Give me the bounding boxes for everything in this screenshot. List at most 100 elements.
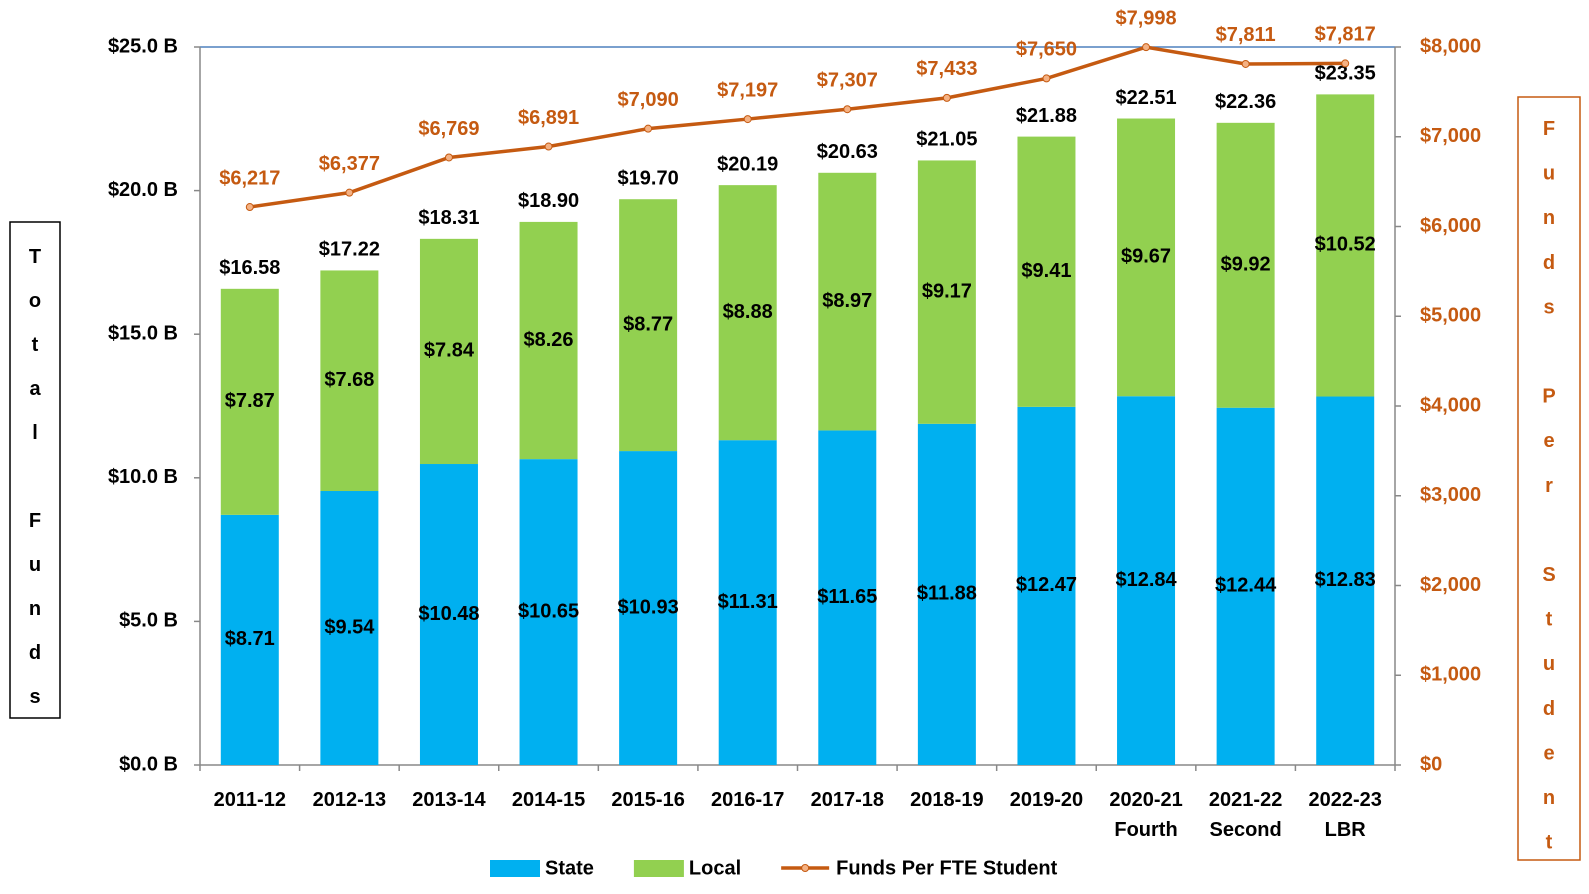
bar: [320, 270, 379, 492]
line-value-label: $7,650: [1016, 39, 1077, 61]
bar: [619, 451, 678, 765]
bar-value-label: $7.84: [424, 340, 475, 362]
bar: [1117, 118, 1176, 397]
bar: [718, 440, 777, 765]
bar-value-label: $12.83: [1315, 569, 1376, 591]
line-marker: [1341, 59, 1350, 68]
bar-value-label: $11.65: [817, 586, 877, 608]
y2-tick-label: $0: [1420, 753, 1442, 775]
line-marker: [245, 203, 254, 212]
line-value-label: $6,377: [319, 153, 380, 175]
total-label: $22.51: [1115, 87, 1176, 109]
line-marker: [743, 115, 752, 124]
total-label: $19.70: [618, 167, 679, 189]
y-tick-label: $10.0 B: [108, 466, 178, 488]
total-label: $17.22: [319, 239, 380, 261]
x-tick-label: 2021-22 Second: [1209, 789, 1282, 841]
line-marker: [1142, 43, 1151, 52]
legend-swatch: [490, 860, 540, 877]
bar: [1117, 396, 1176, 765]
bar-value-label: $8.97: [822, 290, 872, 312]
line-marker: [942, 93, 951, 102]
x-tick-label: 2013-14: [412, 789, 486, 811]
bar-value-label: $10.93: [618, 596, 679, 618]
line-value-label: $7,197: [717, 79, 778, 101]
y2-tick-label: $2,000: [1420, 574, 1481, 596]
bar: [220, 514, 279, 765]
line-value-label: $7,433: [916, 58, 977, 80]
total-label: $18.31: [418, 207, 479, 229]
y-tick-label: $25.0 B: [108, 35, 178, 57]
y2-tick-label: $6,000: [1420, 215, 1481, 237]
y-label-box: [9, 221, 61, 719]
bar: [320, 491, 379, 765]
bar-value-label: $8.88: [723, 301, 773, 323]
bar-value-label: $8.26: [524, 329, 574, 351]
y-tick-label: $20.0 B: [108, 179, 178, 201]
line-value-label: $7,811: [1216, 24, 1276, 46]
line-value-label: $6,769: [418, 118, 479, 140]
x-tick-label: 2016-17: [711, 789, 784, 811]
bar: [917, 423, 976, 765]
line-marker: [843, 105, 852, 114]
line-marker: [1241, 59, 1250, 68]
line-marker: [345, 188, 354, 197]
bar-value-label: $7.68: [324, 369, 374, 391]
bar-value-label: $12.44: [1215, 575, 1277, 597]
x-tick-label: 2020-21 Fourth: [1109, 789, 1182, 841]
bar-value-label: $12.47: [1016, 574, 1077, 596]
line-value-label: $6,891: [518, 107, 579, 129]
legend-label: Local: [689, 857, 741, 879]
bar: [1216, 407, 1275, 765]
x-tick-label: 2022-23 LBR: [1309, 789, 1382, 841]
bar-value-label: $8.77: [623, 313, 673, 335]
bar-value-label: $9.41: [1021, 260, 1071, 282]
total-label: $23.35: [1315, 63, 1376, 85]
bar-value-label: $10.65: [518, 600, 579, 622]
bar: [619, 199, 678, 452]
legend-swatch: [633, 860, 684, 877]
y2-tick-label: $8,000: [1420, 35, 1481, 57]
legend-label: Funds Per FTE Student: [836, 857, 1057, 879]
total-label: $18.90: [518, 190, 579, 212]
line-value-label: $7,817: [1315, 24, 1376, 46]
bar-value-label: $11.88: [917, 583, 977, 605]
x-tick-label: 2017-18: [811, 789, 884, 811]
line-marker: [644, 124, 653, 133]
bar: [1017, 406, 1076, 765]
y-tick-label: $5.0 B: [119, 610, 178, 632]
bar: [419, 464, 478, 765]
y2-tick-label: $4,000: [1420, 394, 1481, 416]
bar-value-label: $11.31: [718, 591, 778, 613]
bar: [718, 185, 777, 441]
x-tick-label: 2015-16: [611, 789, 684, 811]
bar-value-label: $9.17: [922, 280, 972, 302]
bar: [818, 430, 877, 765]
total-label: $16.58: [219, 257, 280, 279]
y2-tick-label: $3,000: [1420, 484, 1481, 506]
bar-value-label: $10.48: [418, 603, 479, 625]
bar: [818, 172, 877, 431]
bar-value-label: $9.92: [1221, 254, 1271, 276]
bar: [220, 288, 279, 515]
y-tick-label: $0.0 B: [119, 753, 178, 775]
line: [249, 45, 1346, 209]
y2-tick-label: $5,000: [1420, 305, 1481, 327]
y2-tick-label: $7,000: [1420, 125, 1481, 147]
y-tick-label: $15.0 B: [108, 322, 178, 344]
bar: [1316, 94, 1375, 397]
legend-marker: [801, 864, 810, 872]
bar-value-label: $9.67: [1121, 246, 1171, 268]
x-tick-label: 2019-20: [1010, 789, 1083, 811]
bar: [917, 160, 976, 424]
bar-value-label: $10.52: [1315, 234, 1376, 256]
bar-value-label: $9.54: [324, 616, 375, 638]
bar-value-label: $8.71: [225, 628, 275, 650]
bar: [1017, 136, 1076, 407]
bar: [419, 238, 478, 465]
bar: [1216, 122, 1275, 408]
line-value-label: $6,217: [219, 167, 280, 189]
